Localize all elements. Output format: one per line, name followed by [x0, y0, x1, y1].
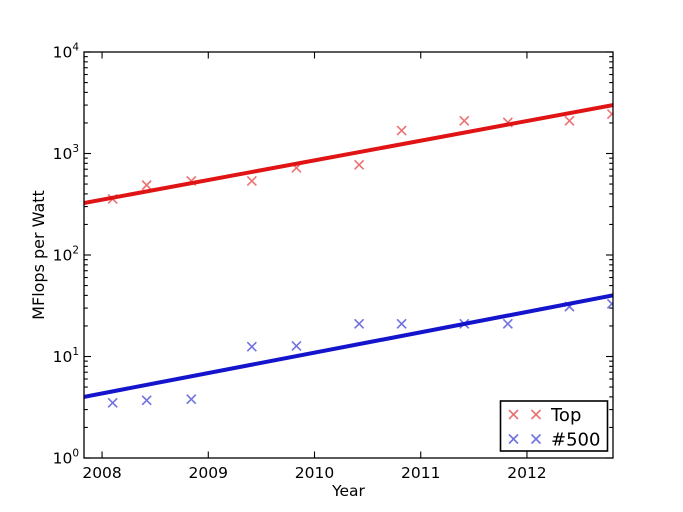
legend-label: Top — [550, 405, 581, 426]
x-tick-label: 2011 — [401, 464, 440, 482]
data-point-x-marker — [246, 341, 257, 352]
y-tick-label: 102 — [53, 245, 79, 265]
data-point-x-marker — [141, 180, 152, 191]
data-point-x-marker — [354, 318, 365, 329]
y-tick-label: 104 — [53, 42, 80, 62]
plot-frame — [83, 51, 614, 459]
data-point-x-marker — [606, 298, 613, 309]
trend-line-500 — [84, 293, 613, 399]
legend-label: #500 — [551, 430, 600, 451]
data-point-x-marker — [459, 318, 470, 329]
data-point-x-marker — [564, 301, 575, 312]
data-point-x-marker — [186, 394, 197, 405]
legend-entry-500: #500 — [508, 430, 600, 451]
legend: Top #500 — [499, 400, 609, 452]
axis-labels: 2008 2009 2010 2011 2012 100 101 102 103 104 Year M… — [29, 42, 547, 501]
legend-marker — [530, 433, 542, 445]
series-500-markers — [107, 298, 613, 408]
legend-entry-top: Top — [508, 405, 581, 426]
axis-ticks — [84, 51, 613, 459]
data-point-x-marker — [291, 340, 302, 352]
y-axis-title: MFlops per Watt — [29, 190, 48, 320]
legend-marker — [508, 433, 519, 445]
data-point-x-marker — [141, 395, 152, 406]
data-point-x-marker — [291, 162, 302, 173]
y-tick-label: 103 — [53, 143, 79, 163]
data-point-x-marker — [564, 115, 575, 126]
data-point-x-marker — [606, 108, 613, 120]
data-point-x-marker — [354, 159, 365, 170]
data-point-x-marker — [396, 318, 407, 329]
trend-line-top — [84, 103, 613, 206]
data-point-x-marker — [396, 125, 407, 136]
series-top-markers — [107, 108, 613, 204]
data-point-x-marker — [186, 175, 197, 187]
legend-marker — [508, 409, 519, 420]
data-point-x-marker — [502, 318, 513, 329]
y-tick-label: 100 — [53, 448, 79, 468]
x-tick-label: 2009 — [189, 464, 228, 482]
data-point-x-marker — [107, 397, 118, 408]
data-point-x-marker — [502, 117, 513, 128]
legend-marker — [530, 409, 542, 420]
plot-area — [84, 103, 613, 408]
x-axis-title: Year — [331, 482, 365, 500]
x-tick-label: 2008 — [82, 464, 121, 482]
x-tick-label: 2010 — [295, 464, 334, 482]
data-point-x-marker — [107, 193, 118, 204]
data-point-x-marker — [459, 115, 470, 126]
y-tick-label: 101 — [53, 346, 79, 366]
x-tick-label: 2012 — [507, 464, 546, 482]
legend-box — [499, 400, 609, 452]
data-point-x-marker — [246, 175, 257, 187]
